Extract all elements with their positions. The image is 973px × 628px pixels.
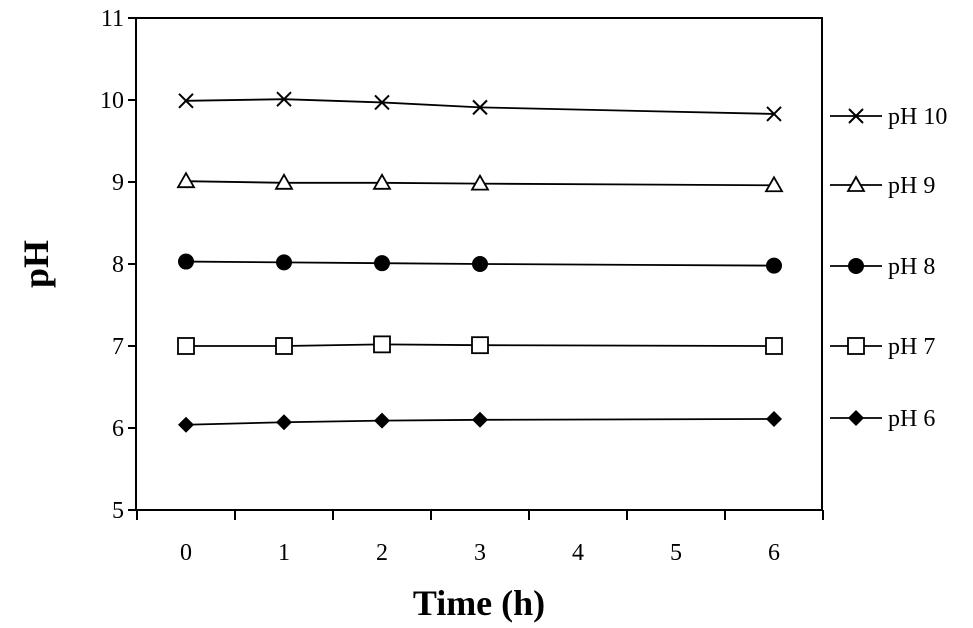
x-tick-label: 3 [474, 540, 486, 566]
legend-marker [848, 410, 864, 426]
data-point [373, 335, 391, 354]
data-point [177, 337, 195, 355]
data-point [471, 336, 489, 355]
series-layer [176, 91, 784, 433]
x-tick-label: 5 [670, 540, 682, 566]
y-tick-label: 8 [112, 252, 124, 278]
legend-item: pH 9 [830, 173, 935, 199]
x-tick-label: 2 [376, 540, 388, 566]
data-point [472, 411, 488, 428]
data-point [275, 337, 293, 355]
legend-marker [848, 108, 864, 124]
data-point [766, 257, 782, 274]
series-5 [178, 410, 782, 433]
data-point [374, 412, 390, 429]
legend-label: pH 10 [888, 104, 947, 130]
data-point [764, 175, 784, 193]
legend-item: pH 10 [830, 104, 947, 130]
y-tick-label: 10 [100, 88, 124, 114]
series-3 [178, 253, 782, 274]
legend-label: pH 7 [888, 334, 935, 360]
data-point [176, 171, 196, 189]
y-axis: 5 6 7 8 9 10 11 [100, 6, 136, 524]
series-1 [178, 91, 782, 122]
data-point [178, 93, 194, 109]
legend-label: pH 9 [888, 173, 935, 199]
y-axis-title: pH [16, 240, 56, 288]
data-point [470, 173, 490, 191]
y-tick-label: 5 [112, 498, 124, 524]
y-tick-label: 7 [112, 334, 124, 360]
x-axis: 0 1 2 3 4 5 6 [136, 510, 824, 566]
data-point [372, 173, 392, 190]
data-point [276, 91, 292, 107]
legend-marker [846, 175, 866, 192]
x-tick-label: 4 [572, 540, 584, 566]
data-point [472, 99, 488, 116]
y-tick-label: 9 [112, 170, 124, 196]
legend-label: pH 8 [888, 254, 935, 280]
legend-item: pH 7 [830, 334, 935, 360]
data-point [178, 253, 194, 270]
data-point [374, 94, 390, 111]
x-tick-label: 0 [180, 540, 192, 566]
data-point [276, 414, 292, 431]
data-point [274, 173, 294, 190]
data-point [276, 254, 292, 271]
legend-item: pH 8 [830, 254, 935, 280]
legend-item: pH 6 [830, 406, 935, 432]
legend-marker [847, 337, 865, 355]
y-tick-label: 6 [112, 416, 124, 442]
data-point [472, 256, 488, 272]
data-point [178, 416, 194, 433]
x-tick-label: 1 [278, 540, 290, 566]
series-2 [176, 171, 784, 193]
series-4 [177, 335, 783, 355]
data-point [766, 410, 782, 427]
x-axis-title: Time (h) [413, 583, 545, 623]
y-tick-label: 11 [101, 6, 124, 32]
legend-marker [848, 258, 864, 274]
data-point [766, 106, 782, 122]
legend-label: pH 6 [888, 406, 935, 432]
data-point [765, 337, 783, 355]
data-point [374, 255, 390, 272]
legend: pH 10 pH 9 pH 8 pH 7 pH 6 [830, 104, 947, 432]
x-tick-label: 6 [768, 540, 780, 566]
